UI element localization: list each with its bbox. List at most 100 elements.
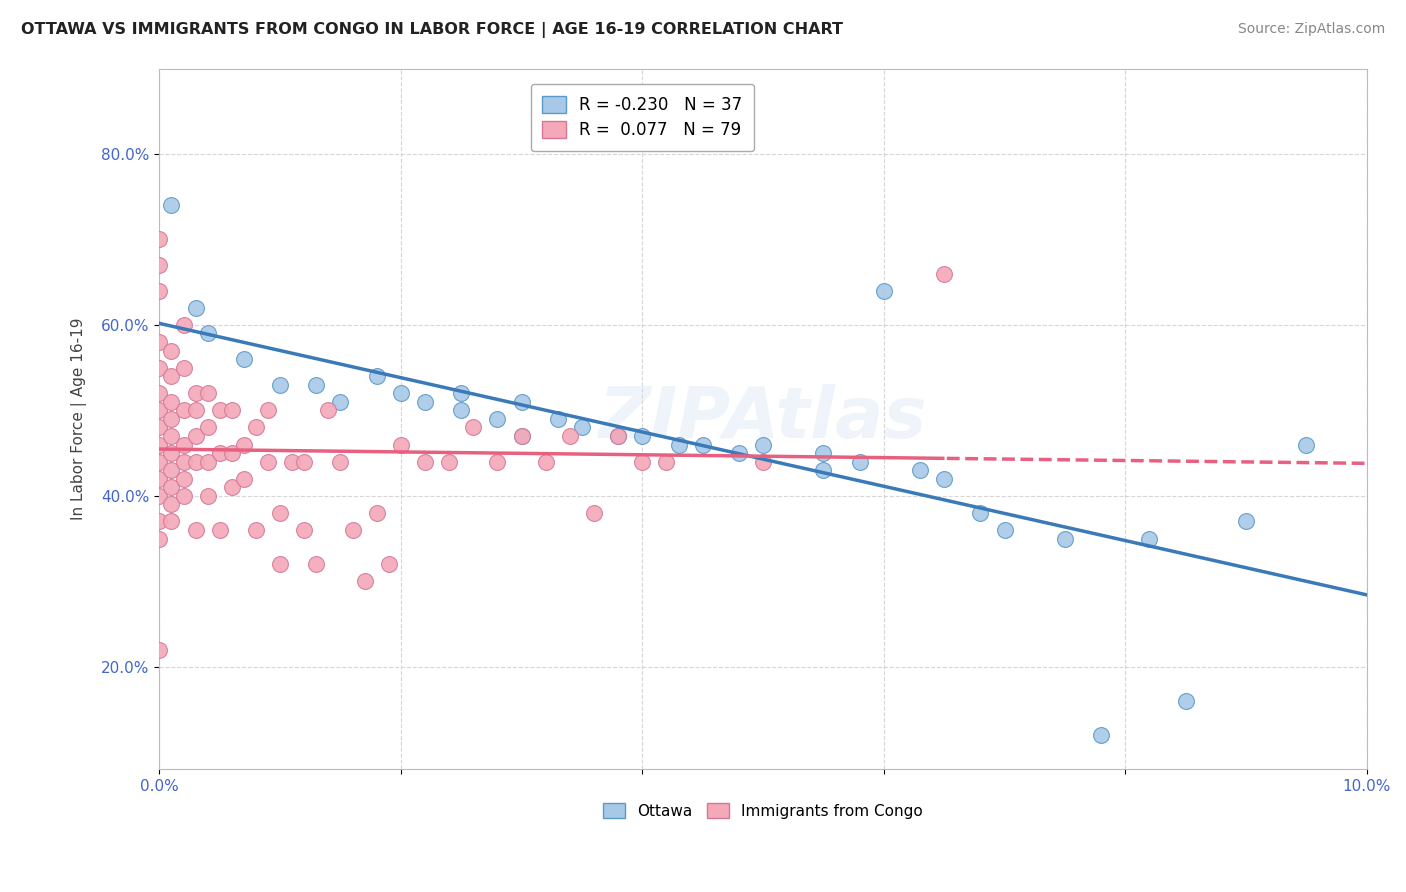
Point [160, 343, 183, 358]
Point [378, 558, 401, 572]
Point [269, 558, 291, 572]
Point [752, 437, 775, 451]
Point [281, 455, 304, 469]
Point [908, 463, 931, 477]
Point [450, 386, 472, 401]
Point [184, 455, 207, 469]
Point [184, 429, 207, 443]
Point [318, 403, 340, 417]
Point [547, 412, 569, 426]
Point [813, 446, 835, 460]
Text: Source: ZipAtlas.com: Source: ZipAtlas.com [1237, 22, 1385, 37]
Point [1139, 532, 1161, 546]
Point [173, 455, 195, 469]
Point [148, 472, 170, 486]
Point [173, 472, 195, 486]
Point [269, 506, 291, 520]
Point [160, 429, 183, 443]
Point [208, 403, 231, 417]
Point [173, 360, 195, 375]
Point [148, 532, 170, 546]
Point [245, 523, 267, 537]
Point [173, 403, 195, 417]
Point [510, 429, 533, 443]
Point [148, 437, 170, 451]
Point [148, 258, 170, 272]
Point [232, 352, 254, 367]
Point [353, 574, 375, 589]
Point [329, 394, 352, 409]
Point [232, 437, 254, 451]
Point [486, 455, 509, 469]
Point [160, 198, 183, 212]
Point [148, 284, 170, 298]
Point [342, 523, 364, 537]
Point [292, 523, 315, 537]
Point [1053, 532, 1076, 546]
Point [269, 377, 291, 392]
Point [257, 403, 280, 417]
Point [173, 489, 195, 503]
Point [245, 420, 267, 434]
Point [607, 429, 630, 443]
Point [668, 437, 690, 451]
Point [160, 412, 183, 426]
Point [934, 472, 956, 486]
Point [160, 463, 183, 477]
Point [148, 360, 170, 375]
Point [184, 301, 207, 315]
Point [148, 489, 170, 503]
Point [197, 326, 219, 341]
Point [873, 284, 896, 298]
Point [173, 318, 195, 332]
Point [184, 523, 207, 537]
Point [184, 386, 207, 401]
Point [389, 386, 412, 401]
Point [366, 506, 388, 520]
Point [437, 455, 460, 469]
Point [848, 455, 870, 469]
Point [413, 455, 436, 469]
Point [969, 506, 991, 520]
Point [148, 386, 170, 401]
Y-axis label: In Labor Force | Age 16-19: In Labor Force | Age 16-19 [72, 318, 87, 520]
Text: ZIPAtlas: ZIPAtlas [599, 384, 928, 453]
Point [221, 480, 243, 494]
Point [534, 455, 557, 469]
Point [486, 412, 509, 426]
Point [208, 446, 231, 460]
Point [148, 642, 170, 657]
Point [389, 437, 412, 451]
Point [813, 463, 835, 477]
Point [1090, 728, 1112, 742]
Point [148, 455, 170, 469]
Point [173, 437, 195, 451]
Point [692, 437, 714, 451]
Legend: Ottawa, Immigrants from Congo: Ottawa, Immigrants from Congo [598, 797, 929, 825]
Point [1234, 515, 1257, 529]
Point [160, 515, 183, 529]
Point [208, 523, 231, 537]
Point [160, 446, 183, 460]
Point [184, 403, 207, 417]
Point [148, 403, 170, 417]
Point [148, 232, 170, 246]
Point [993, 523, 1015, 537]
Point [160, 369, 183, 384]
Point [148, 515, 170, 529]
Point [510, 429, 533, 443]
Point [558, 429, 581, 443]
Point [366, 369, 388, 384]
Point [329, 455, 352, 469]
Point [1174, 694, 1197, 708]
Point [752, 455, 775, 469]
Point [631, 455, 654, 469]
Point [1295, 437, 1317, 451]
Point [148, 420, 170, 434]
Point [305, 377, 328, 392]
Point [221, 446, 243, 460]
Point [510, 394, 533, 409]
Point [160, 497, 183, 511]
Point [463, 420, 485, 434]
Point [292, 455, 315, 469]
